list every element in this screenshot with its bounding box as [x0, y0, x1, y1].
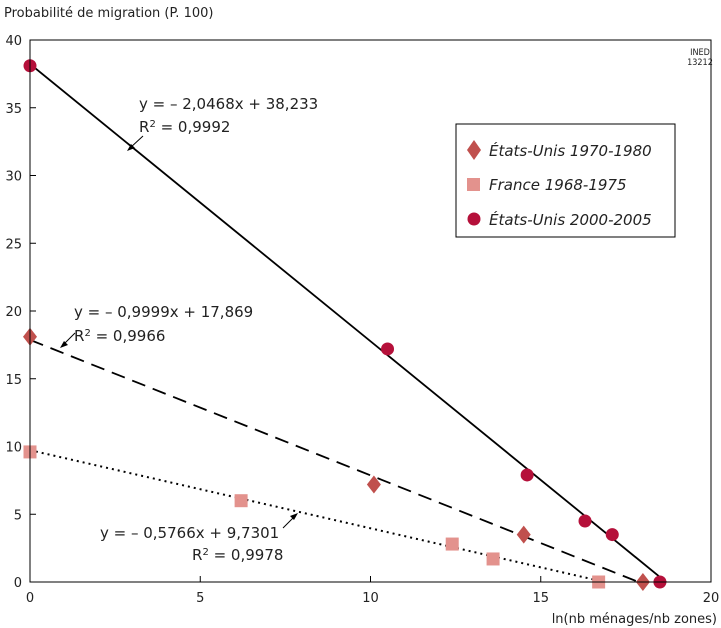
- legend-label-france: France 1968-1975: [489, 176, 627, 194]
- equation-france-arrowhead: [290, 513, 298, 520]
- point-s2-4: [605, 528, 619, 542]
- legend-label-us-1970: États-Unis 1970-1980: [489, 141, 652, 160]
- x-tick-label-3: 15: [532, 591, 549, 606]
- y-tick-label-6: 30: [5, 170, 22, 185]
- x-axis-ticks: 0 5 10 15 20: [26, 576, 719, 606]
- y-tick-label-8: 40: [5, 34, 22, 49]
- point-s2-1: [381, 342, 395, 356]
- y-axis-ticks: 0 5 10 15 20 25 30 35 40: [5, 34, 36, 591]
- equation-france-r2-prefix: R: [192, 546, 202, 564]
- x-tick-label-1: 5: [196, 591, 204, 606]
- point-s1-2: [445, 537, 459, 551]
- y-tick-label-4: 20: [5, 305, 22, 320]
- y-tick-label-3: 15: [5, 373, 22, 388]
- point-s2-3: [578, 514, 592, 528]
- y-tick-label-5: 25: [5, 237, 22, 252]
- fit-line-1: [30, 449, 605, 583]
- equation-us-2000-formula: y = – 2,0468x + 38,233: [139, 95, 318, 113]
- y-tick-label-7: 35: [5, 102, 22, 117]
- legend-marker-us-1970: [467, 140, 481, 160]
- x-tick-label-2: 10: [362, 591, 379, 606]
- x-tick-label-4: 20: [703, 591, 720, 606]
- equation-france-r2: R2 = 0,9978: [192, 546, 283, 564]
- credit: INED 13212: [687, 48, 713, 68]
- legend-marker-us-2000: [467, 212, 481, 226]
- equation-us-1970: y = – 0,9999x + 17,869 R2 = 0,9966: [60, 303, 253, 348]
- equation-us-1970-r2: R2 = 0,9966: [74, 327, 165, 345]
- credit-line-1: INED: [690, 48, 710, 58]
- equation-us-2000-arrowhead: [127, 144, 135, 151]
- equation-us-2000-r2: R2 = 0,9992: [139, 118, 230, 136]
- equation-france: y = – 0,5766x + 9,7301 R2 = 0,9978: [100, 513, 298, 564]
- point-s1-1: [234, 494, 248, 508]
- point-s1-3: [486, 552, 500, 566]
- x-tick-label-0: 0: [26, 591, 34, 606]
- fit-lines: [30, 63, 667, 583]
- equation-us-1970-r2-value: = 0,9966: [91, 327, 166, 345]
- equation-france-r2-exponent: 2: [202, 547, 208, 558]
- equation-us-1970-r2-exponent: 2: [84, 328, 90, 339]
- point-s2-2: [520, 468, 534, 482]
- y-tick-label-1: 5: [14, 508, 22, 523]
- equation-us-2000: y = – 2,0468x + 38,233 R2 = 0,9992: [127, 95, 318, 151]
- equation-france-r2-value: = 0,9978: [209, 546, 284, 564]
- legend-box: [455, 123, 676, 238]
- equation-us-2000-r2-prefix: R: [139, 118, 149, 136]
- fit-line-0: [30, 339, 639, 583]
- y-tick-label-0: 0: [14, 576, 22, 591]
- plot-frame: [29, 39, 712, 583]
- equation-us-1970-r2-prefix: R: [74, 327, 84, 345]
- legend-marker-france: [467, 178, 480, 191]
- credit-line-2: 13212: [687, 58, 713, 68]
- equation-us-2000-r2-exponent: 2: [149, 119, 155, 130]
- fit-line-2: [30, 63, 667, 583]
- legend: États-Unis 1970-1980 France 1968-1975 Ét…: [455, 123, 676, 238]
- point-s0-1: [366, 475, 381, 494]
- y-tick-label-2: 10: [5, 441, 22, 456]
- equation-us-2000-r2-value: = 0,9992: [156, 118, 231, 136]
- point-s0-2: [516, 525, 531, 544]
- equation-us-1970-arrowhead: [60, 341, 68, 348]
- legend-label-us-2000: États-Unis 2000-2005: [489, 210, 652, 229]
- equation-us-1970-formula: y = – 0,9999x + 17,869: [74, 303, 253, 321]
- x-axis-title: ln(nb ménages/nb zones): [552, 612, 717, 627]
- y-axis-title: Probabilité de migration (P. 100): [4, 6, 213, 21]
- equation-france-formula: y = – 0,5766x + 9,7301: [100, 524, 279, 542]
